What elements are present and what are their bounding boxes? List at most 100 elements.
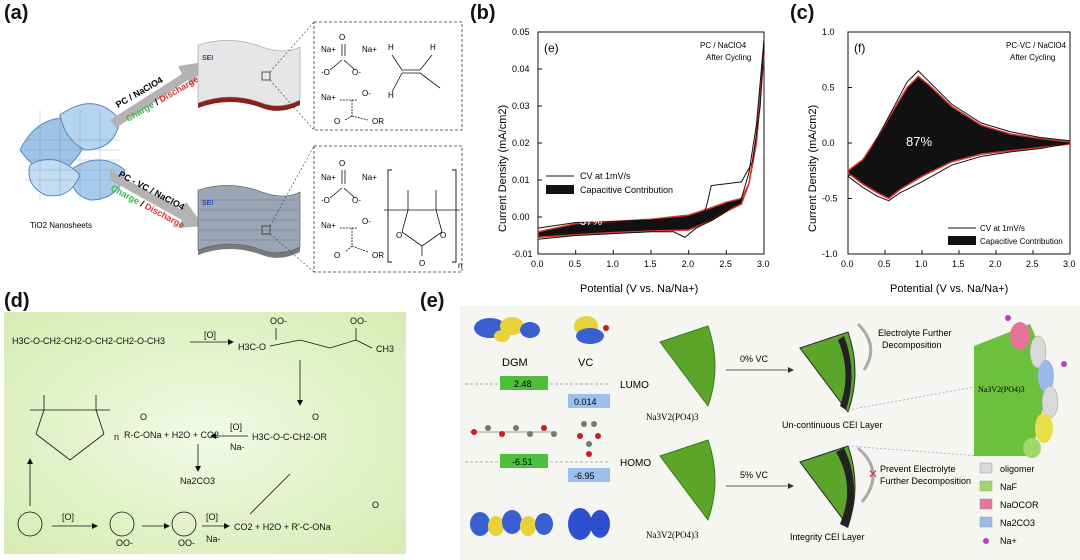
- e-vc-lumo-value: 0.014: [574, 397, 597, 407]
- e-cross-icon: ✕: [868, 467, 878, 481]
- nvp-wedge-bottom-icon: [659, 439, 716, 522]
- lower-o3: O: [419, 259, 425, 268]
- chart-b-ytick-label: 0.05: [512, 27, 530, 37]
- chart-c-xtick-label: 0.5: [878, 259, 891, 269]
- lower-o2: O: [440, 231, 446, 240]
- d-arrow-6-head: [92, 523, 98, 529]
- chart-b-ytick-label: 0.03: [512, 101, 530, 111]
- cei-layer-bottom: [836, 448, 855, 528]
- d-ester-o: O: [312, 412, 319, 422]
- chart-b-legend-cv: CV at 1mV/s: [580, 171, 631, 181]
- lower-o-dbl: O: [339, 159, 345, 168]
- chart-c-ytick-label: 1.0: [822, 27, 835, 37]
- d-ester: H3C-O-C-CH2-OR: [252, 432, 327, 442]
- d-final-products: CO2 + H2O + R'-C-ONa: [234, 522, 331, 532]
- d-ox3: [O]: [62, 512, 74, 522]
- upper-o-left: -O: [321, 68, 330, 77]
- upper-or: OR: [372, 117, 384, 126]
- upper-h3: H: [388, 91, 394, 100]
- chart-c: 0.0 0.5 1.0 1.5 2.0 2.5 3.0 -1.0 -0.5 0.0 0.5 1.0 (…: [807, 27, 1076, 295]
- e-curved-arrow-bottom: [857, 446, 875, 503]
- legend-swatch: [979, 462, 993, 474]
- cei-wedge-top-icon: [799, 331, 856, 414]
- chart-b-legend-cap: Capacitive Contribution: [580, 185, 673, 195]
- upper-h2: H: [430, 43, 436, 52]
- chart-b-xtick-label: 0.5: [569, 259, 582, 269]
- upper-o-right: O-: [352, 68, 361, 77]
- chart-b-state: After Cycling: [706, 53, 751, 62]
- lower-arrow-icon: [110, 170, 204, 228]
- d-na-minus-2: Na-: [206, 534, 221, 544]
- e-arrow-top-head: [788, 367, 794, 373]
- chart-c-xtick-label: 2.0: [989, 259, 1002, 269]
- d-na-minus: Na-: [230, 442, 245, 452]
- chart-b-cv-lower: [537, 39, 765, 240]
- e-dgm-lumo-value: 2.48: [514, 379, 532, 389]
- dgm-homo-orbital-icon: [470, 510, 553, 536]
- e-nvp-bottom: Na3V2(PO4)3: [646, 530, 699, 540]
- chart-b-ytick-label: 0.02: [512, 138, 530, 148]
- chart-b-ytick-label: 0.00: [512, 212, 530, 222]
- e-vc-lumo-bar: [568, 394, 610, 408]
- upper-sei-sheet: [197, 40, 301, 111]
- d-arrow-3-head: [210, 433, 216, 439]
- chart-b-ytick-label: -0.01: [512, 249, 533, 259]
- e-lumo-label: LUMO: [620, 380, 649, 391]
- d-arrow-9: [249, 473, 291, 515]
- chart-c-ytick-label: 0.0: [822, 138, 835, 148]
- d-ring-2: [109, 511, 135, 537]
- panel-e-label: (e): [420, 290, 445, 312]
- chart-b-legend: CV at 1mV/s Capacitive Contribution: [546, 171, 673, 195]
- d-oo1: OO-: [270, 316, 287, 326]
- e-further-2: Decomposition: [882, 340, 942, 350]
- e-dgm-label: DGM: [502, 357, 528, 369]
- legend-label: Na+: [1000, 536, 1017, 546]
- d-arrow-1-head: [228, 339, 234, 345]
- d-oo2: OO-: [350, 316, 367, 326]
- e-vc-homo-value: -6.95: [574, 471, 595, 481]
- chart-b-xtick-label: 1.0: [606, 259, 619, 269]
- chart-b-ylabel: Current Density (mA/cm2): [497, 105, 509, 232]
- chart-b-ytick-label: 0.01: [512, 175, 530, 185]
- upper-na-a: Na+: [321, 45, 336, 54]
- legend-swatch: [983, 538, 989, 544]
- chart-c-xtick-label: 1.5: [952, 259, 965, 269]
- e-vc-label: VC: [578, 357, 593, 369]
- chart-b-frame: [537, 31, 765, 255]
- zoom-lines: [269, 21, 315, 273]
- chart-c-legend: CV at 1mV/s Capacitive Contribution: [948, 224, 1063, 246]
- d-na2co3: Na2CO3: [180, 476, 215, 486]
- legend-swatch: [979, 498, 993, 510]
- e-dgm-homo-value: -6.51: [512, 457, 533, 467]
- legend-swatch: [979, 516, 993, 528]
- lower-slash: /: [136, 197, 147, 209]
- e-vc-5: 5% VC: [740, 470, 769, 480]
- d-oxidized-chain: [269, 328, 373, 349]
- chart-c-xtick-label: 3.0: [1063, 259, 1076, 269]
- chart-c-xtick-label: 0.0: [841, 259, 854, 269]
- vc-lumo-orbital-icon: [574, 316, 609, 344]
- upper-h1: H: [388, 43, 394, 52]
- chart-b-xlabel: Potential (V vs. Na/Na+): [580, 283, 698, 295]
- panel-d-background: [4, 312, 406, 554]
- chart-c-xlabel: Potential (V vs. Na/Na+): [890, 283, 1008, 295]
- chart-c-legend-cv: CV at 1mV/s: [980, 224, 1025, 233]
- e-curved-arrow-top: [856, 322, 873, 371]
- e-top-result: Un-continuous CEI Layer: [782, 420, 883, 430]
- chart-b: 0.0 0.5 1.0 1.5 2.0 2.5 3.0 -0.01 0.00 0.01 0.02 0.…: [497, 27, 770, 295]
- panel-e-figure: DGM VC 2.48 0.014 LUMO -6.51 -6.95 HOMO …: [460, 306, 1080, 560]
- lower-or: OR: [372, 251, 384, 260]
- upper-slash: /: [151, 96, 163, 108]
- vc-homo-orbital-icon: [568, 508, 610, 540]
- e-legend: oligomer NaF NaOCOR Na2CO3 Na+: [979, 462, 1039, 546]
- chart-b-xtick-label: 3.0: [757, 259, 770, 269]
- upper-arrow-icon: [110, 62, 204, 128]
- e-prevent-1: Prevent Electrolyte: [880, 464, 956, 474]
- lower-o-left: -O: [321, 196, 330, 205]
- legend-label: NaF: [1000, 482, 1018, 492]
- nvp-wedge-top-icon: [659, 325, 716, 408]
- d-arrow-7-head: [164, 523, 170, 529]
- chart-c-cv-upper: [847, 70, 1071, 177]
- d-carboxylate: R-C-ONa + H2O + CO2: [124, 430, 219, 440]
- chart-c-ytick-label: 0.5: [822, 83, 835, 93]
